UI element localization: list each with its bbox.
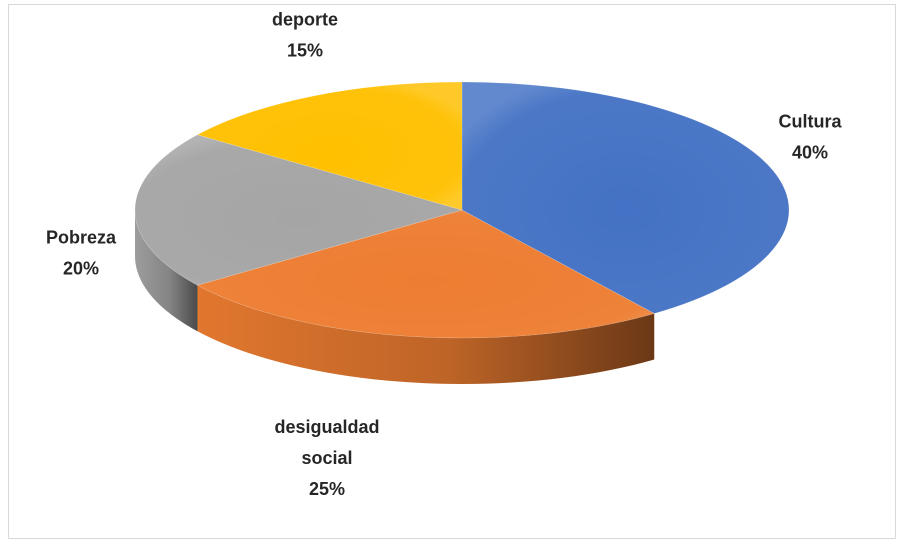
- data-label-cultura: Cultura 40%: [779, 112, 843, 163]
- data-label-name-cultura: Cultura: [779, 112, 843, 132]
- data-label-pobreza: Pobreza 20%: [46, 228, 117, 279]
- data-label-name-pobreza: Pobreza: [46, 228, 117, 248]
- data-label-percent-desigualdad-social: 25%: [309, 479, 345, 499]
- data-label-name-desigualdad-social: desigualdad: [274, 417, 379, 437]
- data-label-name-desigualdad-social: social: [301, 448, 352, 468]
- pie-sides: [135, 210, 655, 384]
- pie-slice-gloss-pobreza: [134, 134, 462, 286]
- pie-side-shade-desigualdad-social: [197, 285, 655, 384]
- data-label-desigualdad-social: desigualdad social 25%: [274, 417, 379, 499]
- data-label-deporte: deporte 15%: [272, 10, 338, 61]
- pie-side-shade-pobreza: [135, 210, 198, 332]
- data-label-name-deporte: deporte: [272, 10, 338, 30]
- pie-labels: Cultura 40% desigualdad social 25% Pobreza 20%…: [46, 10, 843, 500]
- pie-slice-gloss-cultura: [462, 82, 789, 314]
- data-label-percent-deporte: 15%: [287, 41, 323, 61]
- pie-slice-gloss-desigualdad-social: [197, 210, 655, 338]
- data-label-percent-pobreza: 20%: [63, 259, 99, 279]
- pie-slice-gloss-deporte: [197, 82, 462, 210]
- data-label-percent-cultura: 40%: [792, 143, 828, 163]
- pie-slices: [134, 81, 790, 339]
